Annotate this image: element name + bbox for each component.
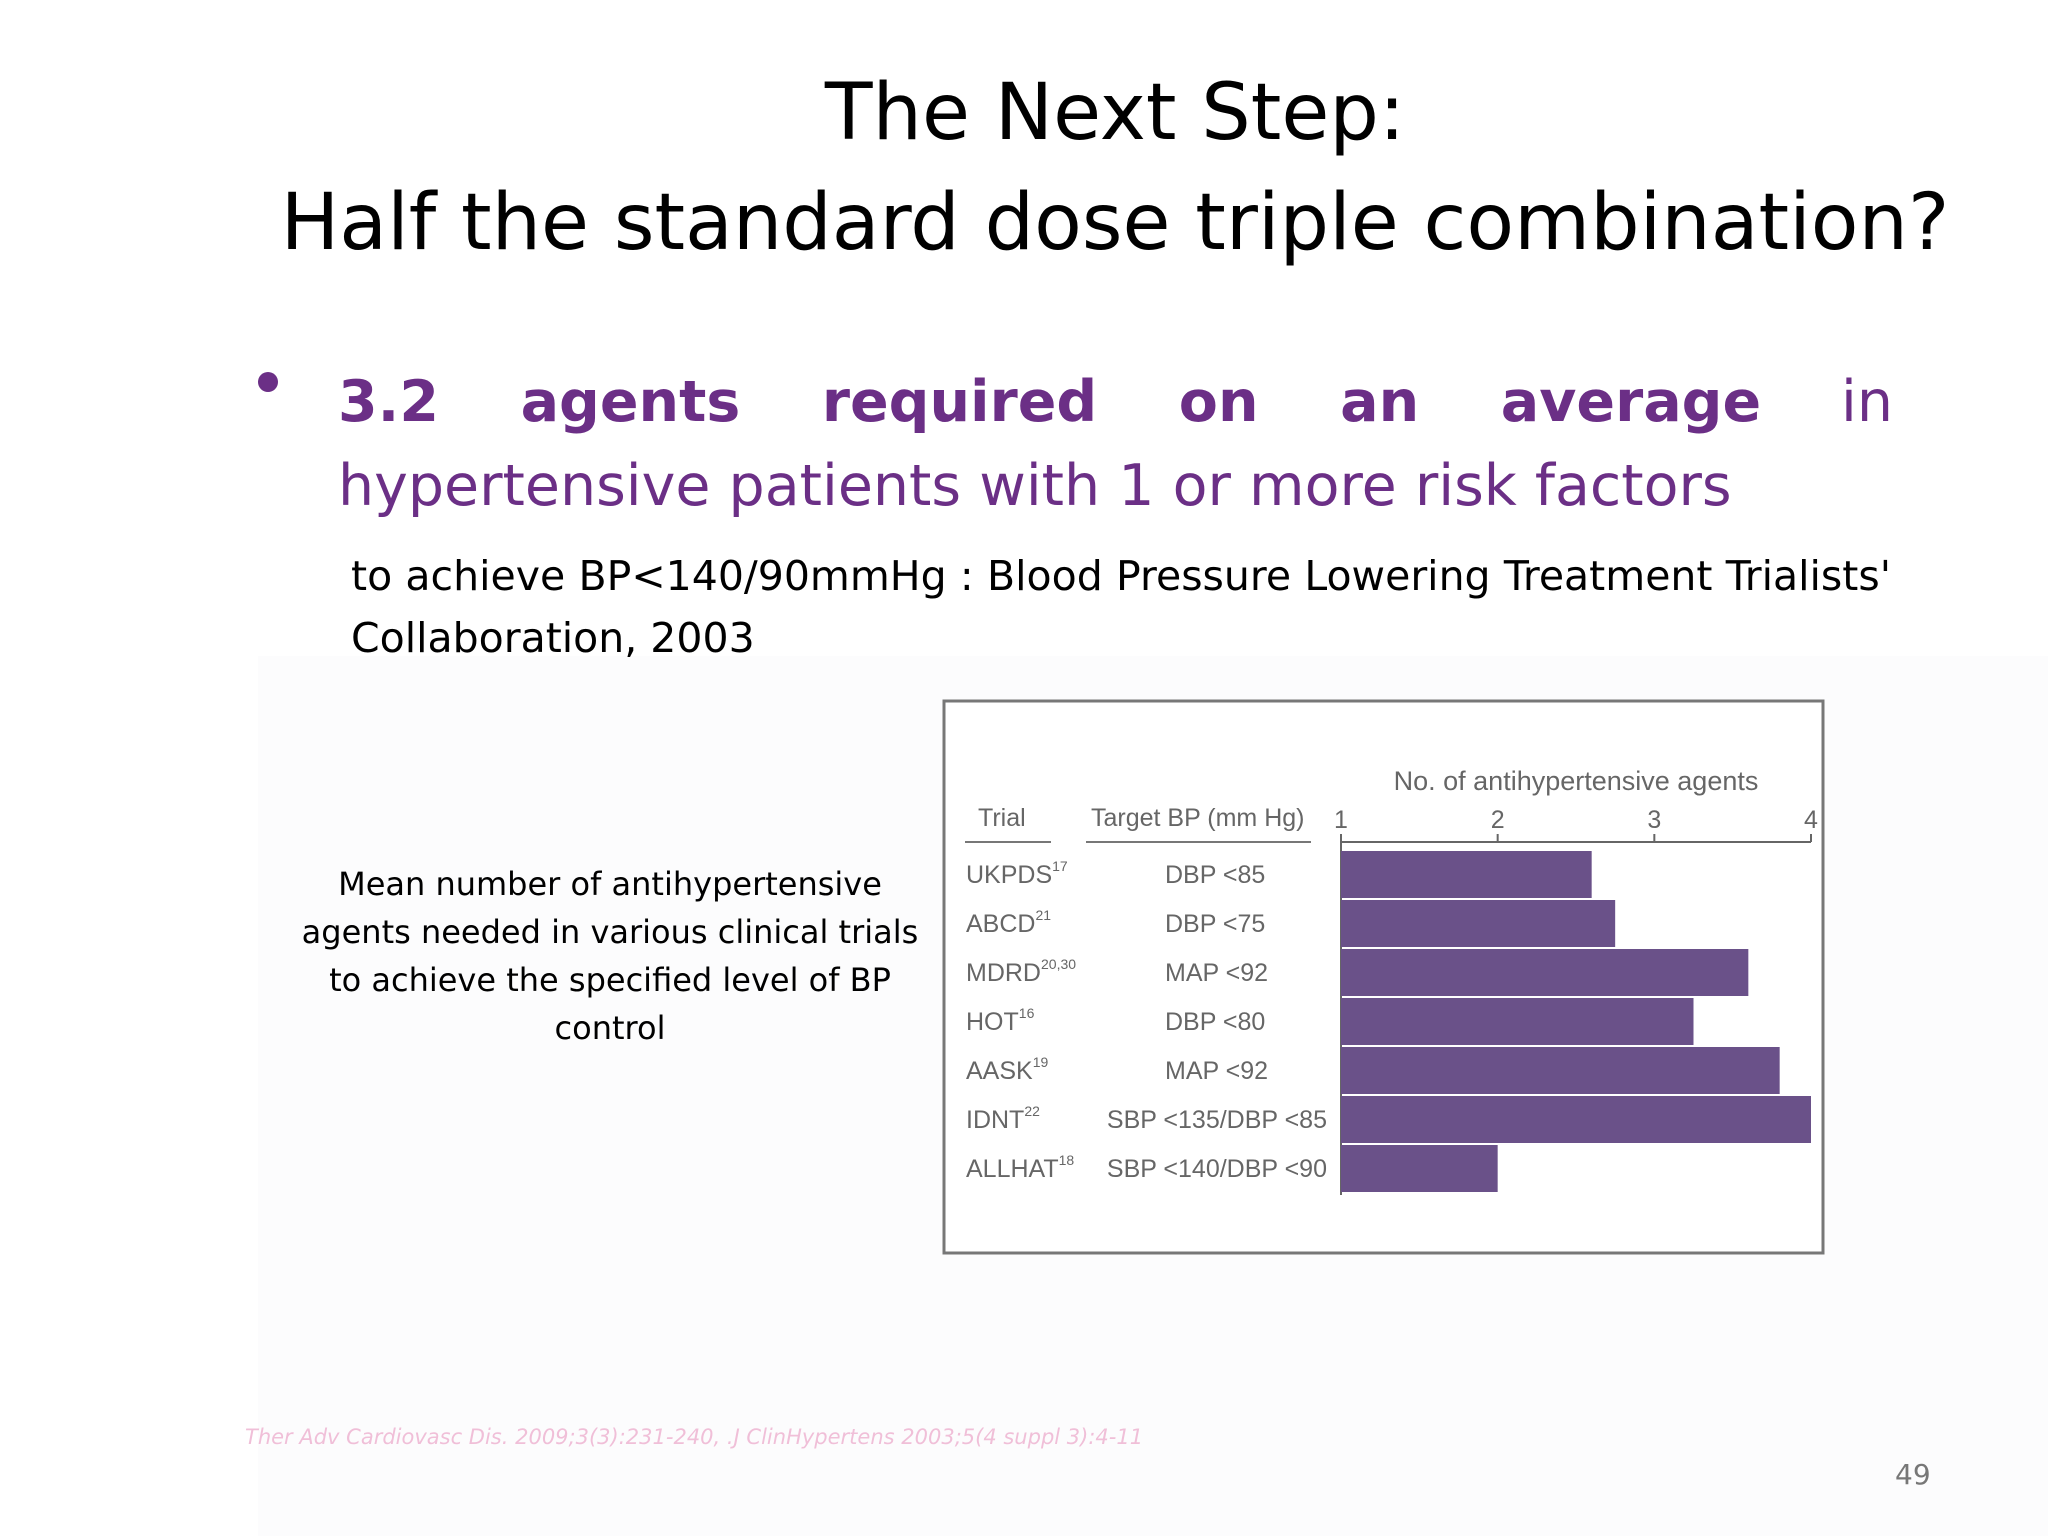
trial-label: ALLHAT18	[966, 1152, 1074, 1183]
bullet-point-icon	[258, 372, 278, 392]
x-tick-label: 1	[1334, 806, 1348, 834]
target-bp-label: MAP <92	[1165, 959, 1268, 987]
trial-reference: 19	[1033, 1054, 1049, 1070]
trial-reference: 21	[1035, 907, 1051, 923]
trial-name: ABCD	[966, 910, 1035, 938]
sub-text: to achieve BP<140/90mmHg : Blood Pressur…	[351, 552, 1891, 662]
trial-label: IDNT22	[966, 1103, 1040, 1134]
target-bp-label: MAP <92	[1165, 1057, 1268, 1085]
bar	[1341, 998, 1694, 1045]
title-line-2: Half the standard dose triple combinatio…	[280, 178, 1950, 268]
bullet-bold-text: 3.2 agents required on an average	[338, 369, 1762, 435]
bar	[1341, 1047, 1780, 1094]
trial-label: ABCD21	[966, 907, 1051, 938]
trial-reference: 18	[1059, 1152, 1075, 1168]
trial-name: MDRD	[966, 959, 1041, 987]
bar	[1341, 900, 1616, 947]
bar	[1341, 1145, 1498, 1192]
x-tick-label: 3	[1647, 806, 1661, 834]
trial-name: HOT	[966, 1008, 1019, 1036]
trial-name: AASK	[966, 1057, 1033, 1085]
bullet-rest-text: in hypertensive patients with 1 or more …	[338, 369, 1893, 519]
trial-label: UKPDS17	[966, 858, 1068, 889]
footer-reference: Ther Adv Cardiovasc Dis. 2009;3(3):231-2…	[245, 1425, 1144, 1449]
trial-label: MDRD20,30	[966, 956, 1076, 987]
bullet-text: 3.2 agents required on an average in hyp…	[338, 360, 1893, 528]
target-bp-label: SBP <135/DBP <85	[1107, 1106, 1327, 1134]
trial-reference: 20,30	[1041, 956, 1076, 972]
target-bp-label: DBP <80	[1165, 1008, 1265, 1036]
x-tick-label: 4	[1804, 806, 1818, 834]
target-bp-label: DBP <75	[1165, 910, 1265, 938]
column-header-target: Target BP (mm Hg)	[1091, 804, 1304, 832]
x-tick-label: 2	[1491, 806, 1505, 834]
trial-reference: 17	[1052, 858, 1068, 874]
trial-label: AASK19	[966, 1054, 1048, 1085]
trial-reference: 22	[1024, 1103, 1040, 1119]
target-bp-label: SBP <140/DBP <90	[1107, 1155, 1327, 1183]
bar	[1341, 1096, 1811, 1143]
bar	[1341, 851, 1592, 898]
axis-title: No. of antihypertensive agents	[1394, 766, 1759, 796]
trial-label: HOT16	[966, 1005, 1035, 1036]
bar	[1341, 949, 1749, 996]
trial-name: UKPDS	[966, 861, 1052, 889]
trial-reference: 16	[1019, 1005, 1035, 1021]
target-bp-label: DBP <85	[1165, 861, 1265, 889]
page-number: 49	[1895, 1458, 1931, 1491]
column-header-trial: Trial	[978, 804, 1026, 832]
slide-title: The Next Step: Half the standard dose tr…	[240, 58, 1990, 278]
trial-name: IDNT	[966, 1106, 1024, 1134]
title-line-1: The Next Step:	[824, 68, 1406, 158]
chart-caption: Mean number of antihypertensive agents n…	[301, 865, 919, 1047]
trial-name: ALLHAT	[966, 1155, 1059, 1183]
